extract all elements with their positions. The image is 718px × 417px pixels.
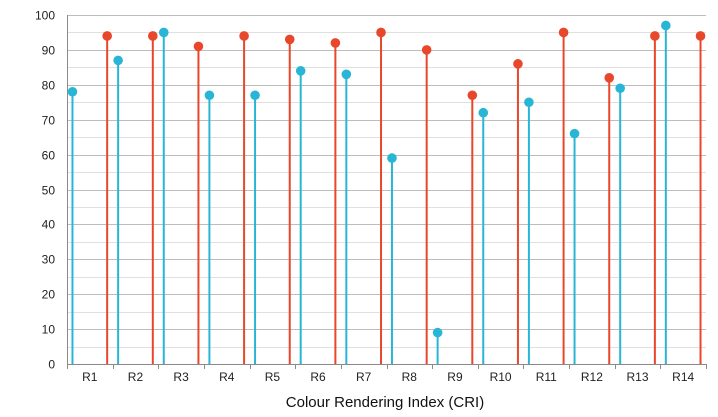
data-point — [102, 31, 112, 41]
data-point — [695, 31, 706, 41]
y-tick-label: 50 — [42, 184, 56, 198]
data-point — [467, 90, 478, 101]
data-point — [569, 128, 580, 139]
x-tick-label: R11 — [536, 370, 557, 384]
y-tick-label: 20 — [42, 288, 56, 302]
data-point — [284, 34, 295, 45]
data-point — [650, 31, 660, 41]
y-tick-label: 80 — [42, 79, 56, 93]
data-point — [432, 327, 443, 338]
y-tick-label: 60 — [42, 149, 56, 163]
x-tick-label: R13 — [627, 370, 649, 384]
x-tick-label: R8 — [402, 370, 418, 384]
data-point — [193, 41, 204, 52]
x-tick-label: R5 — [265, 370, 281, 384]
data-point — [158, 27, 169, 38]
data-point — [661, 20, 671, 31]
x-tick-label: R10 — [490, 370, 512, 384]
series-layer — [67, 20, 706, 364]
data-point — [615, 83, 625, 94]
y-tick-label: 40 — [42, 218, 56, 232]
y-tick-label: 100 — [35, 9, 55, 23]
data-point — [204, 90, 215, 101]
x-tick-label: R4 — [219, 370, 235, 384]
y-tick-label: 90 — [42, 44, 56, 58]
data-point — [558, 27, 569, 38]
data-point — [239, 31, 249, 41]
y-tick-label: 10 — [42, 323, 56, 337]
y-tick-label: 70 — [42, 114, 56, 128]
y-tick-label: 0 — [48, 358, 55, 372]
data-point — [421, 45, 432, 55]
data-point — [113, 55, 123, 66]
x-tick-label: R6 — [310, 370, 326, 384]
y-tick-label: 30 — [42, 253, 56, 267]
x-tick-label: R14 — [672, 370, 694, 384]
x-tick-label: R9 — [447, 370, 463, 384]
data-point — [330, 38, 341, 48]
series-1 — [67, 20, 671, 364]
x-tick-label: R7 — [356, 370, 372, 384]
data-point — [387, 153, 397, 163]
x-tick-label: R3 — [173, 370, 189, 384]
x-tick-label: R1 — [82, 370, 98, 384]
data-point — [67, 86, 78, 97]
data-point — [295, 66, 306, 76]
x-tick-label: R12 — [581, 370, 603, 384]
axis-layer: 0 10 20 30 40 50 60 70 80 90 100 R1 R2 R3 R4 R5 R6 R7 R8 R9… — [35, 9, 707, 384]
data-point — [524, 97, 534, 108]
x-tick-label: R2 — [128, 370, 144, 384]
series-2 — [102, 27, 706, 364]
data-point — [341, 69, 352, 80]
data-point — [148, 31, 158, 41]
x-axis-title: Colour Rendering Index (CRI) — [286, 394, 484, 411]
data-point — [376, 27, 386, 38]
data-point — [478, 107, 489, 118]
data-point — [250, 90, 260, 101]
grid-layer — [67, 15, 706, 365]
data-point — [513, 59, 523, 69]
data-point — [604, 73, 615, 83]
